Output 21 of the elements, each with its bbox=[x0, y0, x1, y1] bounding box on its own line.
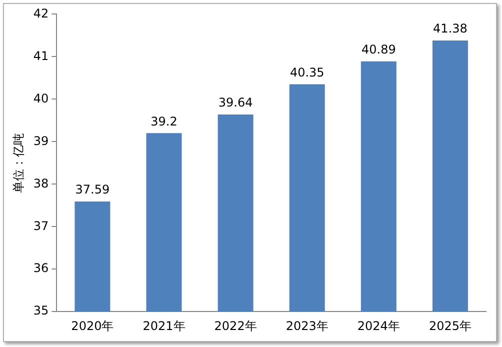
y-tick-label: 41 bbox=[33, 48, 49, 63]
y-tick-label: 38 bbox=[33, 176, 49, 190]
data-label: 39.64 bbox=[218, 96, 253, 110]
data-label: 37.59 bbox=[75, 182, 110, 197]
x-tick-label: 2022年 bbox=[214, 318, 257, 333]
y-tick-label: 42 bbox=[33, 6, 49, 20]
data-label: 41.38 bbox=[433, 22, 468, 36]
y-tick-label: 35 bbox=[33, 304, 49, 318]
x-tick-label: 2021年 bbox=[142, 318, 186, 333]
data-label: 40.89 bbox=[361, 42, 396, 56]
y-axis-title: 单位：亿吨 bbox=[11, 132, 26, 193]
data-label: 39.2 bbox=[150, 114, 178, 128]
y-tick-label: 36 bbox=[33, 261, 49, 276]
x-tick-label: 2025年 bbox=[428, 318, 472, 333]
data-label: 40.35 bbox=[290, 65, 324, 80]
y-tick-label: 39 bbox=[33, 134, 49, 148]
x-tick-label: 2020年 bbox=[71, 318, 114, 333]
x-tick-label: 2024年 bbox=[357, 318, 400, 333]
x-tick-label: 2023年 bbox=[286, 318, 328, 333]
y-tick-label: 37 bbox=[33, 218, 49, 233]
y-tick-label: 40 bbox=[33, 91, 49, 106]
